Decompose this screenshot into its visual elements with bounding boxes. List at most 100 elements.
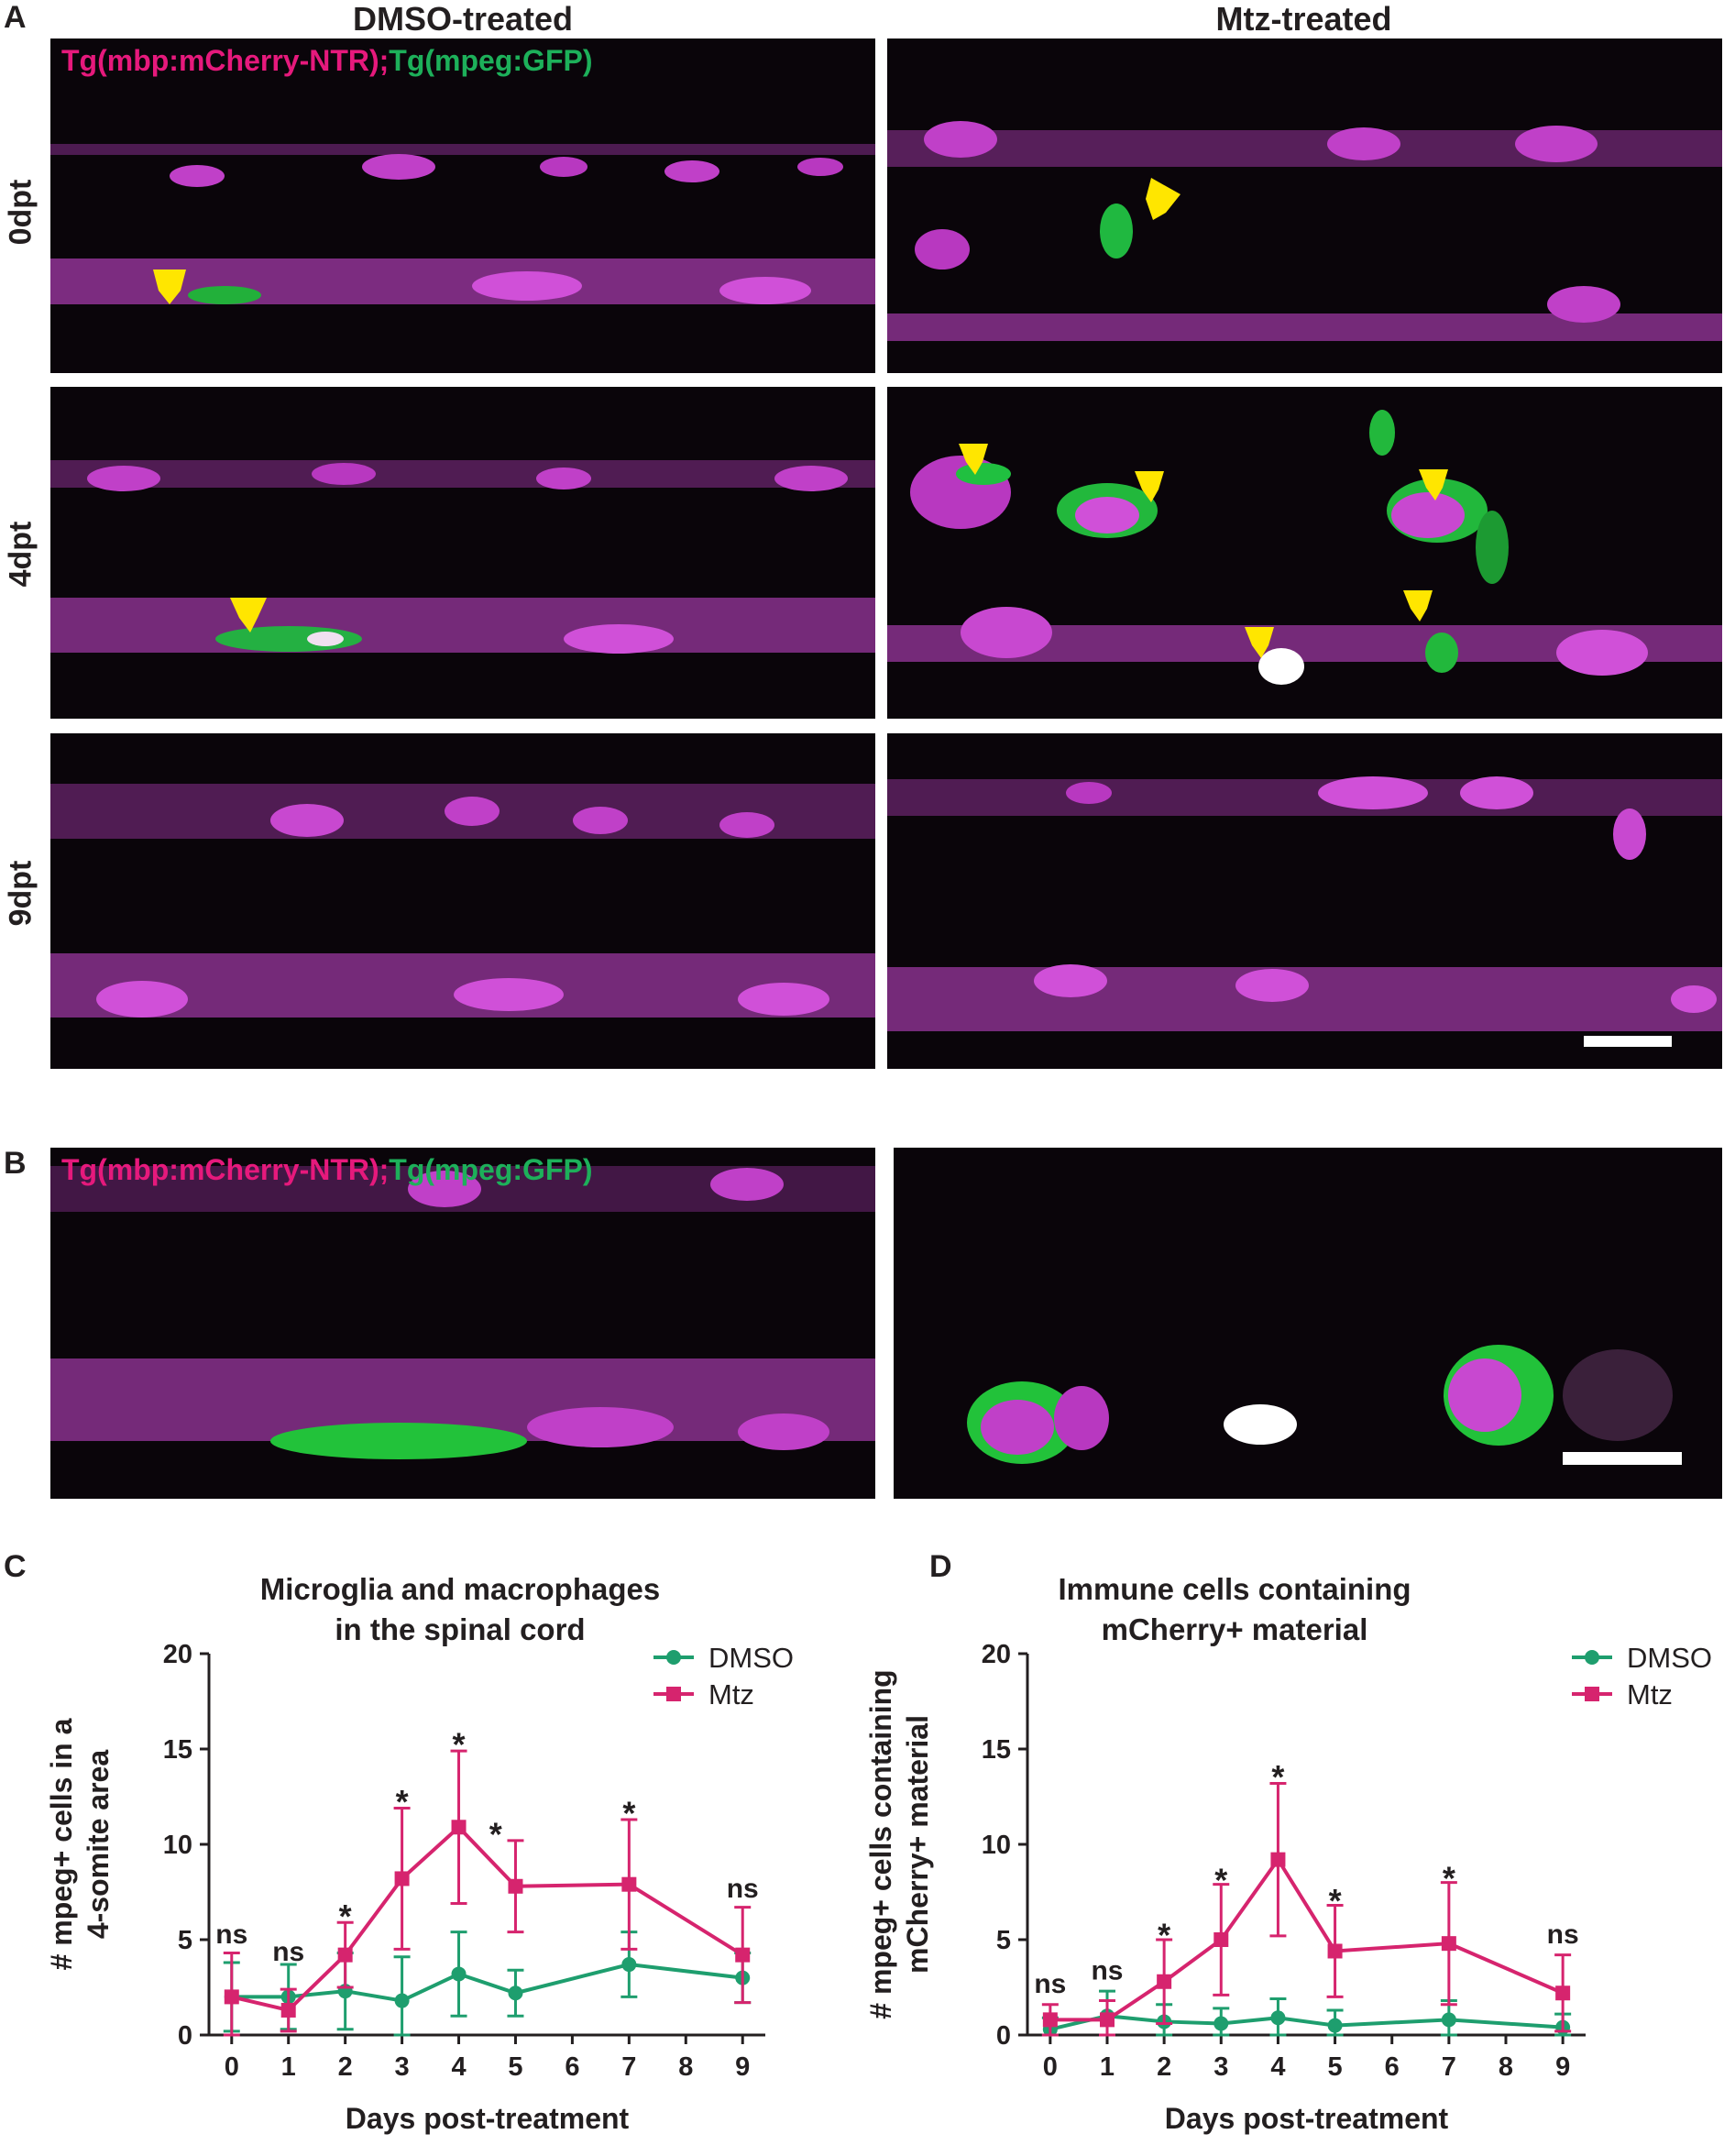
column-heading-dmso: DMSO-treated — [352, 0, 574, 38]
legend-marker-dmso — [1585, 1650, 1599, 1665]
data-point-mtz — [224, 1989, 239, 2005]
data-point-mtz — [451, 1820, 467, 1835]
x-axis-label: Days post-treatment — [346, 2102, 630, 2135]
x-tick-label: 1 — [281, 2052, 296, 2082]
micrograph-legend-b: Tg(mbp:mCherry-NTR);Tg(mpeg:GFP) — [61, 1153, 592, 1187]
y-tick-label: 0 — [996, 2021, 1011, 2051]
legend-mcherry: Tg(mbp:mCherry-NTR); — [61, 44, 390, 77]
row-label-4dpt: 4dpt — [3, 521, 38, 588]
scale-bar — [1584, 1036, 1672, 1047]
significance-annotation: ns — [727, 1874, 759, 1904]
chart-title-line: in the spinal cord — [335, 1612, 585, 1646]
y-tick-label: 20 — [163, 1640, 192, 1669]
data-point-mtz — [280, 2002, 296, 2018]
chart-c-svg: C Microglia and macrophages in the spinal… — [4, 1549, 794, 2135]
significance-annotation: ns — [1091, 1956, 1123, 1986]
micrograph-mtz-9dpt — [887, 733, 1722, 1069]
legend-marker-dmso — [666, 1650, 681, 1665]
x-tick-label: 8 — [1499, 2052, 1513, 2082]
legend-label-mtz: Mtz — [1627, 1678, 1673, 1710]
series-line-mtz — [1049, 1856, 1564, 2022]
significance-annotation: ns — [272, 1937, 304, 1967]
data-point-mtz — [1327, 1943, 1343, 1959]
x-tick-label: 7 — [1442, 2052, 1456, 2082]
y-tick-label: 10 — [163, 1831, 192, 1860]
x-tick-label: 5 — [1328, 2052, 1343, 2082]
significance-annotation: * — [396, 1783, 409, 1820]
panel-c-letter: C — [4, 1549, 27, 1584]
x-tick-label: 6 — [565, 2052, 579, 2082]
data-point-mtz — [1100, 2012, 1115, 2028]
x-tick-label: 0 — [225, 2052, 239, 2082]
y-tick-label: 20 — [982, 1640, 1011, 1669]
scale-bar-b — [1563, 1452, 1682, 1465]
x-tick-label: 8 — [678, 2052, 693, 2082]
data-point-mtz — [735, 1947, 751, 1963]
x-tick-label: 9 — [735, 2052, 750, 2082]
y-axis-label-line: # mpeg+ cells containing — [864, 1669, 897, 2018]
chart-title-line: Immune cells containing — [1058, 1572, 1411, 1606]
y-axis-label-line: 4-somite area — [82, 1750, 115, 1940]
legend-label-dmso: DMSO — [708, 1642, 794, 1674]
x-tick-label: 7 — [621, 2052, 636, 2082]
data-point-dmso — [451, 1966, 467, 1982]
y-tick-label: 15 — [163, 1735, 192, 1765]
micrograph-dmso-4dpt — [50, 387, 875, 719]
significance-annotation: * — [1158, 1917, 1170, 1954]
chart-c: C Microglia and macrophages in the spinal… — [0, 1540, 862, 2151]
x-tick-label: 5 — [508, 2052, 522, 2082]
series-line-dmso — [231, 1963, 743, 2003]
data-point-dmso — [508, 1986, 523, 2001]
data-point-mtz — [1270, 1852, 1286, 1867]
series-line-dmso — [1049, 2014, 1564, 2031]
data-point-mtz — [337, 1947, 353, 1963]
legend-marker-mtz — [1585, 1687, 1599, 1701]
panel-d-letter: D — [929, 1549, 952, 1584]
micrograph-dmso-0dpt: Tg(mbp:mCherry-NTR);Tg(mpeg:GFP) — [50, 38, 875, 373]
legend-label-dmso: DMSO — [1627, 1642, 1712, 1674]
data-point-mtz — [1157, 1974, 1172, 1989]
data-point-mtz — [621, 1876, 637, 1892]
significance-annotation: ns — [215, 1920, 247, 1950]
chart-title-line: mCherry+ material — [1102, 1612, 1368, 1646]
x-tick-label: 6 — [1385, 2052, 1400, 2082]
x-axis-label: Days post-treatment — [1165, 2102, 1449, 2135]
x-tick-label: 4 — [451, 2052, 466, 2082]
significance-annotation: ns — [1034, 1969, 1066, 1999]
x-tick-label: 0 — [1043, 2052, 1058, 2082]
x-tick-label: 2 — [338, 2052, 353, 2082]
column-heading-mtz: Mtz-treated — [1215, 0, 1392, 38]
data-point-dmso — [1327, 2018, 1343, 2033]
row-label-9dpt: 9dpt — [3, 860, 38, 927]
x-tick-label: 3 — [395, 2052, 410, 2082]
legend-mcherry-b: Tg(mbp:mCherry-NTR); — [61, 1153, 390, 1186]
chart-d-svg: D Immune cells containing mCherry+ materi… — [864, 1549, 1712, 2135]
significance-annotation: ns — [1547, 1920, 1579, 1950]
panel-a-letter: A — [4, 0, 27, 35]
significance-annotation: * — [1271, 1758, 1284, 1796]
y-tick-label: 0 — [178, 2021, 192, 2051]
arrowhead-marker — [153, 270, 186, 304]
micrograph-b-dmso: Tg(mbp:mCherry-NTR);Tg(mpeg:GFP) — [50, 1148, 875, 1499]
y-tick-label: 5 — [996, 1926, 1011, 1955]
legend-gfp: Tg(mpeg:GFP) — [389, 44, 593, 77]
data-point-mtz — [1441, 1936, 1456, 1952]
series-line-mtz — [231, 1824, 744, 2013]
y-axis-label-line: # mpeg+ cells in a — [45, 1718, 78, 1970]
x-tick-label: 9 — [1555, 2052, 1570, 2082]
micrograph-b-mtz — [894, 1148, 1722, 1499]
chart-d: D Immune cells containing mCherry+ materi… — [862, 1540, 1724, 2151]
significance-annotation: * — [453, 1726, 466, 1764]
x-tick-label: 1 — [1100, 2052, 1115, 2082]
data-point-dmso — [1270, 2010, 1286, 2026]
data-point-dmso — [621, 1957, 637, 1973]
data-point-dmso — [394, 1993, 410, 2008]
row-label-0dpt: 0dpt — [3, 179, 38, 246]
x-tick-label: 4 — [1270, 2052, 1285, 2082]
y-tick-label: 5 — [178, 1926, 192, 1955]
significance-annotation: * — [622, 1795, 635, 1832]
data-point-mtz — [394, 1871, 410, 1886]
significance-annotation: * — [1329, 1882, 1342, 1920]
significance-annotation: * — [339, 1898, 352, 1935]
legend-marker-mtz — [666, 1687, 681, 1701]
